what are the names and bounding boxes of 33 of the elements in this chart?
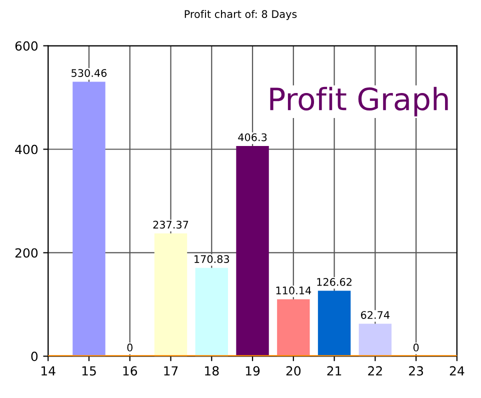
x-tick-label: 23 xyxy=(409,366,424,376)
x-tick-label: 14 xyxy=(42,366,56,376)
x-tick-label: 17 xyxy=(164,366,178,376)
data-label: 530.46 xyxy=(72,69,107,77)
annotation: Profit Graph xyxy=(270,86,448,116)
x-tick-label: 21 xyxy=(327,366,342,376)
x-tick-label: 24 xyxy=(450,366,464,376)
data-label: 62.74 xyxy=(360,311,390,319)
x-tick-label: 20 xyxy=(286,366,301,376)
data-label: 126.62 xyxy=(317,278,352,286)
y-tick-label: 0 xyxy=(31,352,38,362)
data-label: 0 xyxy=(413,344,419,352)
data-label: 406.3 xyxy=(238,133,267,142)
bar xyxy=(72,82,106,356)
bar xyxy=(154,233,188,356)
data-label: 110.14 xyxy=(276,286,312,294)
chart-title: Profit chart of: 8 Days xyxy=(184,10,297,20)
bar xyxy=(277,299,310,356)
bar xyxy=(195,268,228,356)
x-tick-label: 22 xyxy=(368,366,382,376)
bar xyxy=(236,146,269,356)
y-tick-label: 200 xyxy=(15,248,38,258)
x-tick-label: 15 xyxy=(82,366,96,376)
x-tick-label: 16 xyxy=(123,366,138,376)
bar xyxy=(318,290,351,356)
data-label: 0 xyxy=(127,344,132,352)
y-tick-label: 600 xyxy=(15,41,38,51)
x-tick-label: 18 xyxy=(205,366,219,376)
bar xyxy=(358,324,392,356)
data-label: 237.37 xyxy=(153,220,188,229)
y-tick-label: 400 xyxy=(15,144,38,154)
x-tick-label: 19 xyxy=(246,366,260,376)
data-label: 170.83 xyxy=(194,255,230,264)
